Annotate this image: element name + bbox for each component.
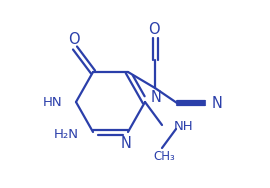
Text: NH: NH: [174, 121, 194, 133]
Text: O: O: [68, 32, 80, 46]
Text: N: N: [151, 89, 161, 105]
Text: N: N: [121, 136, 131, 151]
Text: CH₃: CH₃: [153, 151, 175, 164]
Text: N: N: [212, 96, 222, 111]
Text: HN: HN: [42, 96, 62, 108]
Text: H₂N: H₂N: [54, 127, 79, 140]
Text: O: O: [148, 21, 160, 36]
